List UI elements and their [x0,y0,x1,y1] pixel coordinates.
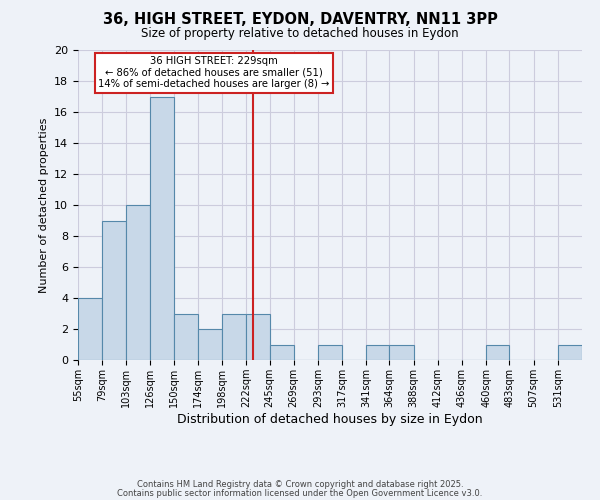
Bar [558,344,582,360]
Text: Size of property relative to detached houses in Eydon: Size of property relative to detached ho… [141,28,459,40]
Text: Contains public sector information licensed under the Open Government Licence v3: Contains public sector information licen… [118,488,482,498]
Bar [222,314,247,360]
X-axis label: Distribution of detached houses by size in Eydon: Distribution of detached houses by size … [177,412,483,426]
Bar [389,344,413,360]
Bar [269,344,294,360]
Bar [102,220,127,360]
Bar [127,205,149,360]
Bar [198,329,222,360]
Bar [174,314,198,360]
Text: 36, HIGH STREET, EYDON, DAVENTRY, NN11 3PP: 36, HIGH STREET, EYDON, DAVENTRY, NN11 3… [103,12,497,28]
Bar [149,96,174,360]
Bar [247,314,269,360]
Text: Contains HM Land Registry data © Crown copyright and database right 2025.: Contains HM Land Registry data © Crown c… [137,480,463,489]
Bar [78,298,102,360]
Bar [366,344,389,360]
Y-axis label: Number of detached properties: Number of detached properties [38,118,49,292]
Text: 36 HIGH STREET: 229sqm
← 86% of detached houses are smaller (51)
14% of semi-det: 36 HIGH STREET: 229sqm ← 86% of detached… [98,56,330,90]
Bar [486,344,509,360]
Bar [318,344,342,360]
